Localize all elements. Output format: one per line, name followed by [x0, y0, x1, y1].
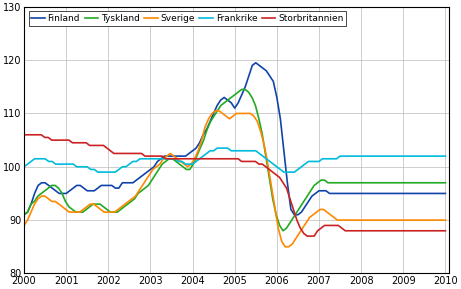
Frankrike — [214, 146, 220, 150]
Tyskland — [204, 128, 210, 131]
Finland — [418, 192, 424, 195]
Tyskland — [70, 208, 75, 211]
Sverige — [418, 218, 424, 222]
Tyskland — [142, 186, 148, 190]
Frankrike — [313, 160, 318, 163]
Tyskland — [443, 181, 448, 184]
Finland — [443, 192, 448, 195]
Finland — [253, 61, 259, 64]
Sverige — [157, 162, 163, 166]
Frankrike — [443, 154, 448, 158]
Tyskland — [280, 229, 286, 233]
Tyskland — [46, 186, 51, 190]
Line: Finland: Finland — [24, 63, 445, 215]
Storbritannien — [142, 154, 148, 158]
Frankrike — [123, 165, 129, 168]
Tyskland — [63, 200, 68, 203]
Storbritannien — [70, 141, 75, 144]
Frankrike — [421, 154, 427, 158]
Legend: Finland, Tyskland, Sverige, Frankrike, Storbritannien: Finland, Tyskland, Sverige, Frankrike, S… — [29, 11, 346, 26]
Finland — [201, 133, 206, 136]
Sverige — [443, 218, 448, 222]
Line: Frankrike: Frankrike — [24, 148, 445, 172]
Finland — [309, 194, 315, 198]
Frankrike — [204, 152, 209, 155]
Storbritannien — [46, 136, 51, 139]
Frankrike — [64, 162, 69, 166]
Sverige — [119, 205, 124, 208]
Finland — [119, 181, 125, 184]
Finland — [21, 213, 27, 216]
Sverige — [213, 109, 219, 112]
Storbritannien — [366, 229, 372, 233]
Frankrike — [292, 171, 297, 174]
Frankrike — [21, 165, 27, 168]
Sverige — [283, 245, 288, 249]
Tyskland — [370, 181, 376, 184]
Finland — [288, 208, 294, 211]
Tyskland — [239, 88, 244, 91]
Storbritannien — [21, 133, 27, 136]
Sverige — [21, 224, 27, 227]
Line: Storbritannien: Storbritannien — [24, 135, 445, 236]
Sverige — [436, 218, 441, 222]
Line: Tyskland: Tyskland — [24, 89, 445, 231]
Sverige — [254, 120, 260, 123]
Line: Sverige: Sverige — [24, 111, 445, 247]
Storbritannien — [443, 229, 448, 233]
Frankrike — [95, 171, 100, 174]
Storbritannien — [63, 138, 68, 142]
Sverige — [296, 232, 302, 235]
Storbritannien — [304, 234, 310, 238]
Tyskland — [21, 213, 27, 216]
Finland — [64, 192, 69, 195]
Storbritannien — [204, 157, 210, 160]
